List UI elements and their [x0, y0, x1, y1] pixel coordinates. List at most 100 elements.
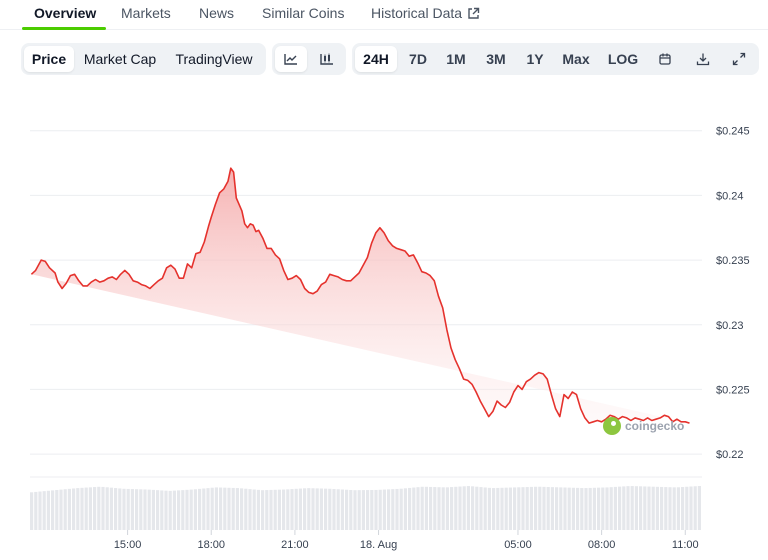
volume-bar [458, 486, 462, 530]
tab-historical-data[interactable]: Historical Data [371, 5, 480, 21]
volume-bar [546, 487, 550, 530]
volume-bar [668, 487, 672, 530]
volume-bar [93, 487, 97, 530]
range-24h-button[interactable]: 24H [355, 46, 397, 72]
watermark-text: coingecko [625, 419, 685, 433]
volume-bar [34, 491, 38, 530]
volume-bar [307, 488, 311, 530]
volume-bar [361, 490, 365, 530]
line-chart-button[interactable] [275, 46, 307, 72]
x-tick-label: 05:00 [504, 539, 532, 551]
volume-bar [643, 486, 647, 530]
volume-bar [622, 486, 626, 530]
volume-bar [168, 490, 172, 530]
volume-bar [693, 486, 697, 530]
volume-bar [513, 487, 517, 530]
volume-bar [135, 489, 139, 530]
volume-bar [273, 489, 277, 530]
volume-bar [126, 488, 130, 530]
chart-kind-selector: Price Market Cap TradingView [21, 43, 266, 75]
volume-bar [685, 486, 689, 530]
x-tick-label: 18:00 [197, 539, 225, 551]
x-tick-label: 21:00 [281, 539, 309, 551]
volume-bar [399, 488, 403, 530]
market-cap-button[interactable]: Market Cap [83, 51, 157, 67]
volume-bar [601, 487, 605, 530]
volume-bar [122, 488, 126, 530]
volume-bar [46, 490, 50, 530]
volume-bar [147, 489, 151, 530]
volume-bar [445, 487, 449, 530]
log-scale-button[interactable]: LOG [607, 51, 639, 67]
range-1m-button[interactable]: 1M [446, 51, 466, 67]
volume-bar [508, 487, 512, 530]
volume-bar [349, 490, 353, 530]
volume-bar [55, 490, 59, 530]
volume-bar [231, 487, 235, 530]
volume-bar [38, 491, 42, 530]
volume-bar [391, 489, 395, 530]
volume-bar [403, 488, 407, 530]
volume-bar [504, 487, 508, 530]
volume-bar [672, 487, 676, 530]
volume-bar [655, 486, 659, 530]
volume-bar [139, 489, 143, 530]
volume-bar [370, 489, 374, 530]
volume-bar [240, 488, 244, 530]
volume-bar [395, 488, 399, 530]
tradingview-button[interactable]: TradingView [175, 51, 253, 67]
y-tick-label: $0.225 [716, 384, 750, 396]
tab-markets[interactable]: Markets [121, 5, 171, 21]
volume-bar [223, 487, 227, 530]
volume-bar [588, 487, 592, 530]
volume-bar [475, 486, 479, 530]
volume-bar [660, 486, 664, 530]
volume-bar [290, 489, 294, 530]
volume-bar [109, 487, 113, 530]
volume-bar [256, 489, 260, 530]
volume-bar [105, 487, 109, 530]
fullscreen-button[interactable] [724, 46, 754, 72]
volume-bar [261, 490, 265, 530]
volume-bar [244, 488, 248, 530]
volume-bar [517, 487, 521, 530]
range-7d-button[interactable]: 7D [409, 51, 427, 67]
volume-bar [487, 487, 491, 530]
volume-bar [235, 488, 239, 530]
volume-bar [51, 490, 55, 530]
tab-similar-coins[interactable]: Similar Coins [262, 5, 345, 21]
volume-bar [689, 486, 693, 530]
volume-bar [366, 490, 370, 530]
range-max-button[interactable]: Max [562, 51, 590, 67]
volume-bar [613, 486, 617, 530]
volume-bar [130, 489, 134, 530]
volume-bar [462, 486, 466, 530]
volume-bar [63, 489, 67, 530]
range-1y-button[interactable]: 1Y [526, 51, 544, 67]
range-3m-button[interactable]: 3M [486, 51, 506, 67]
volume-bar [193, 489, 197, 530]
volume-bar [357, 490, 361, 530]
y-tick-label: $0.235 [716, 255, 750, 267]
tab-overview[interactable]: Overview [34, 5, 97, 21]
download-button[interactable] [688, 46, 718, 72]
y-tick-label: $0.22 [716, 449, 744, 461]
volume-bar [118, 488, 122, 530]
tab-historical-data-label: Historical Data [371, 5, 463, 21]
date-range-button[interactable] [650, 46, 680, 72]
candlestick-chart-button[interactable] [311, 46, 343, 72]
volume-bar [634, 486, 638, 530]
volume-bar [378, 489, 382, 530]
volume-bar [156, 490, 160, 530]
y-tick-label: $0.24 [716, 190, 744, 202]
volume-bar [353, 490, 357, 530]
volume-bar [676, 487, 680, 530]
volume-bar [143, 489, 147, 530]
price-button[interactable]: Price [24, 46, 74, 72]
tab-news[interactable]: News [199, 5, 235, 21]
x-tick-label: 11:00 [672, 539, 699, 551]
volume-bar [630, 486, 634, 530]
volume-bar [529, 486, 533, 530]
volume-bar [59, 489, 63, 530]
